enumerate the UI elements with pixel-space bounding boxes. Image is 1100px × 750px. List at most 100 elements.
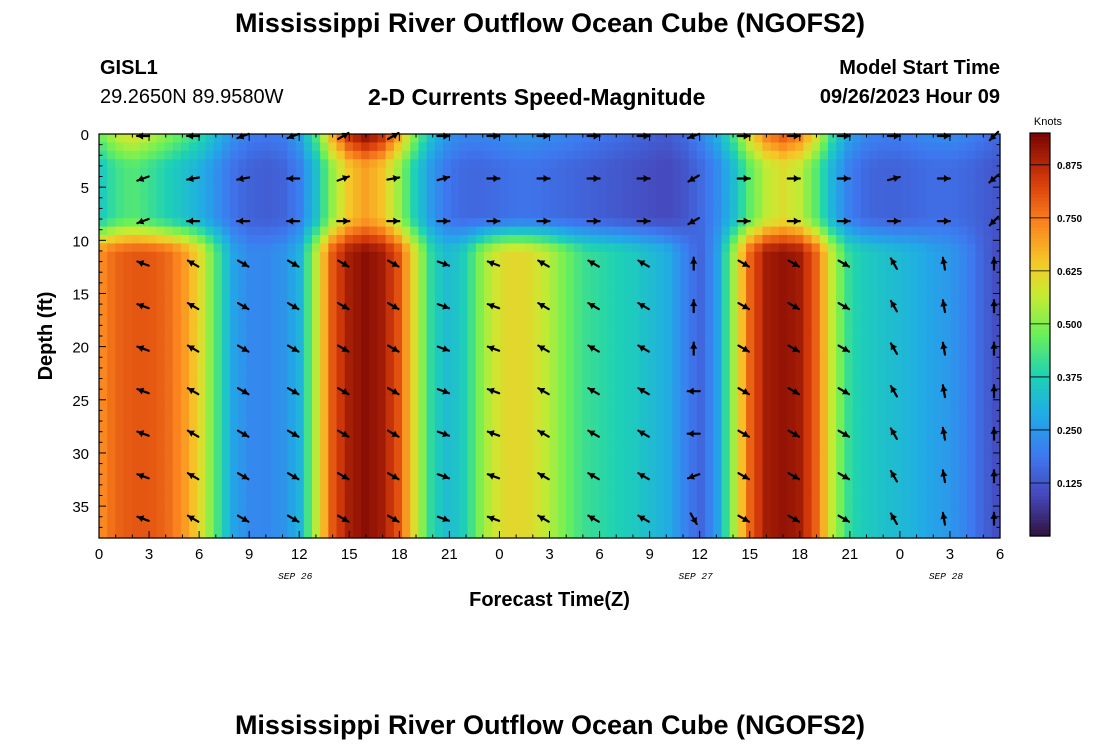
heatmap-cell [475, 445, 485, 455]
heatmap-cell [320, 134, 329, 144]
heatmap-cell [271, 352, 280, 362]
heatmap-cell [172, 369, 182, 379]
heatmap-cell [770, 327, 780, 337]
heatmap-cell [606, 462, 616, 472]
heatmap-cell [508, 479, 518, 489]
heatmap-cell [623, 445, 633, 455]
heatmap-cell [803, 352, 813, 362]
heatmap-cell [557, 192, 567, 202]
heatmap-cell [606, 134, 616, 144]
heatmap-cell [205, 293, 215, 303]
heatmap-cell [590, 277, 600, 287]
heatmap-cell [827, 352, 837, 362]
heatmap-cell [434, 495, 444, 505]
heatmap-cell [852, 437, 862, 447]
heatmap-cell [533, 487, 542, 497]
heatmap-cell [148, 479, 157, 489]
heatmap-cell [795, 369, 805, 379]
heatmap-cell [885, 201, 895, 211]
heatmap-cell [475, 453, 485, 463]
heatmap-cell [361, 243, 370, 253]
heatmap-cell [655, 428, 665, 438]
heatmap-cell [795, 336, 805, 346]
heatmap-cell [164, 285, 174, 295]
heatmap-cell [303, 302, 313, 312]
heatmap-cell [721, 521, 731, 531]
heatmap-cell [459, 159, 469, 169]
heatmap-cell [311, 487, 321, 497]
heatmap-cell [377, 361, 387, 371]
heatmap-cell [737, 378, 747, 388]
heatmap-cell [262, 277, 272, 287]
heatmap-cell [238, 479, 248, 489]
heatmap-cell [639, 293, 649, 303]
heatmap-cell [467, 176, 477, 186]
heatmap-cell [590, 453, 600, 463]
heatmap-cell [811, 470, 821, 480]
heatmap-cell [754, 411, 764, 421]
heatmap-cell [918, 184, 927, 194]
heatmap-cell [459, 260, 469, 270]
heatmap-cell [205, 150, 215, 160]
heatmap-cell [885, 352, 895, 362]
heatmap-cell [631, 327, 641, 337]
heatmap-cell [713, 142, 723, 152]
heatmap-cell [844, 462, 854, 472]
heatmap-cell [942, 150, 952, 160]
heatmap-cell [582, 209, 592, 219]
heatmap-cell [393, 134, 403, 144]
heatmap-cell [688, 277, 698, 287]
heatmap-cell [860, 495, 870, 505]
heatmap-cell [778, 361, 788, 371]
heatmap-cell [541, 529, 551, 539]
heatmap-cell [311, 462, 321, 472]
heatmap-cell [221, 437, 231, 447]
heatmap-cell [459, 310, 469, 320]
heatmap-cell [172, 487, 182, 497]
heatmap-cell [99, 184, 108, 194]
heatmap-cell [524, 235, 534, 245]
heatmap-cell [877, 420, 886, 430]
heatmap-cell [754, 336, 764, 346]
heatmap-cell [205, 428, 215, 438]
heatmap-cell [762, 470, 772, 480]
heatmap-cell [164, 201, 174, 211]
heatmap-cell [99, 260, 108, 270]
heatmap-cell [918, 336, 927, 346]
heatmap-cell [746, 336, 755, 346]
heatmap-cell [148, 167, 157, 177]
heatmap-cell [451, 403, 460, 413]
heatmap-cell [213, 302, 223, 312]
heatmap-cell [385, 176, 395, 186]
heatmap-cell [598, 192, 608, 202]
heatmap-cell [459, 369, 469, 379]
heatmap-cell [451, 277, 460, 287]
heatmap-cell [696, 192, 706, 202]
heatmap-cell [410, 243, 420, 253]
heatmap-cell [868, 251, 878, 261]
heatmap-cell [451, 235, 460, 245]
heatmap-cell [107, 462, 116, 472]
heatmap-cell [426, 302, 436, 312]
heatmap-cell [803, 378, 813, 388]
heatmap-cell [803, 285, 813, 295]
heatmap-cell [262, 201, 272, 211]
heatmap-cell [631, 453, 641, 463]
heatmap-cell [721, 487, 731, 497]
heatmap-cell [246, 167, 256, 177]
heatmap-cell [639, 209, 649, 219]
heatmap-cell [254, 411, 264, 421]
heatmap-cell [172, 453, 182, 463]
heatmap-cell [377, 504, 387, 514]
heatmap-cell [688, 226, 698, 236]
heatmap-cell [664, 218, 673, 228]
heatmap-cell [590, 512, 600, 522]
heatmap-cell [246, 184, 256, 194]
heatmap-cell [402, 142, 411, 152]
heatmap-cell [107, 470, 116, 480]
heatmap-cell [459, 327, 469, 337]
heatmap-cell [877, 437, 886, 447]
heatmap-cell [868, 462, 878, 472]
heatmap-cell [885, 445, 895, 455]
heatmap-cell [672, 352, 682, 362]
